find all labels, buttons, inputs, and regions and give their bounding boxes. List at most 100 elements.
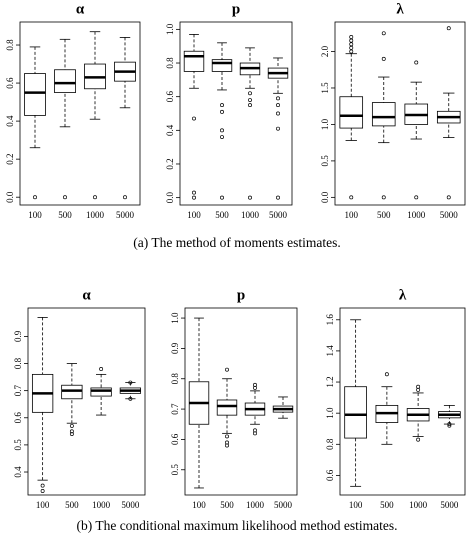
y-tick-label: 0.4 [165,124,175,136]
y-tick-label: 1.0 [165,23,175,35]
outlier [349,49,354,54]
outlier [253,431,257,436]
outlier [220,135,224,140]
x-tick-label: 500 [380,500,394,510]
outlier [128,380,133,385]
outlier [253,385,257,390]
outlier [192,195,196,200]
outlier [123,195,127,200]
y-tick-label: 0.9 [170,342,180,354]
x-tick-label: 1000 [407,210,426,220]
outlier [63,195,67,200]
outlier [447,423,452,428]
outlier [33,195,37,200]
plot-frame [339,307,466,496]
x-tick-label: 500 [58,210,72,220]
outlier [446,195,451,200]
outlier [220,128,224,133]
x-tick-label: 1000 [86,210,105,220]
outlier [248,103,252,108]
panel-title: p [232,1,240,17]
outlier [220,109,224,114]
y-tick-label: 0.7 [13,385,23,397]
plot-frame [334,21,466,206]
outlier [99,367,104,371]
outlier [381,31,386,36]
y-tick-label: 0.0 [320,191,330,203]
outlier [40,483,45,488]
y-tick-label: 0.4 [13,466,23,478]
y-tick-label: 0.4 [5,115,15,127]
y-tick-label: 0.2 [165,158,175,169]
outlier [381,56,386,61]
y-tick-label: 1.4 [325,345,335,357]
outlier [192,190,196,195]
outlier [349,45,354,50]
box [211,59,233,72]
y-tick-label: 0.5 [170,464,180,476]
x-tick-label: 1000 [241,210,260,220]
outlier [128,396,133,401]
outlier [225,434,229,439]
outlier [248,91,252,96]
x-tick-label: 100 [36,500,50,510]
box [54,69,76,93]
y-tick-label: 0.8 [13,357,23,369]
x-tick-label: 500 [377,210,391,220]
y-tick-label: 0.2 [5,154,15,165]
x-tick-label: 5000 [121,500,140,510]
plot-frame [184,307,298,496]
y-tick-label: 1.6 [325,314,335,326]
outlier [192,116,196,121]
x-tick-label: 500 [215,210,229,220]
outlier [349,34,354,39]
y-tick-label: 1.0 [320,118,330,130]
y-tick-label: 0.6 [325,469,335,481]
outlier [416,437,421,442]
outlier [225,443,229,448]
box [183,50,205,72]
y-tick-label: 1.0 [325,407,335,419]
outlier [276,103,280,108]
outlier [446,26,451,31]
y-tick-label: 0.5 [320,155,330,167]
panel-title: α [82,287,91,303]
outlier [225,367,229,372]
y-tick-label: 0.6 [170,433,180,445]
x-tick-label: 5000 [274,500,293,510]
outlier [416,387,421,392]
x-tick-label: 100 [192,500,206,510]
x-tick-label: 1000 [246,500,265,510]
box [371,102,396,127]
box [90,387,112,397]
panel-title: α [76,1,85,17]
x-tick-label: 100 [28,210,42,220]
outlier [69,432,74,436]
outlier [276,111,280,116]
outlier [248,195,252,200]
outlier [447,422,452,427]
y-tick-label: 0.8 [170,373,180,385]
box [61,384,83,400]
x-tick-label: 1000 [409,500,428,510]
outlier [276,195,280,200]
y-tick-label: 0.0 [165,192,175,204]
box [339,96,364,129]
outlier [276,126,280,131]
box [24,73,46,116]
plot-frame [19,21,141,206]
x-tick-label: 100 [345,210,359,220]
outlier [220,195,224,200]
box [344,386,367,439]
outlier [414,60,419,65]
caption: (a) The method of moments estimates. [133,235,340,250]
y-tick-label: 0.9 [13,330,23,342]
y-tick-label: 2.0 [320,45,330,57]
outlier [93,195,97,200]
x-tick-label: 500 [220,500,234,510]
y-tick-label: 1.0 [170,312,180,324]
plot-frame [179,21,293,206]
y-tick-label: 1.2 [325,376,335,387]
outlier [416,384,421,389]
outlier [384,372,389,377]
